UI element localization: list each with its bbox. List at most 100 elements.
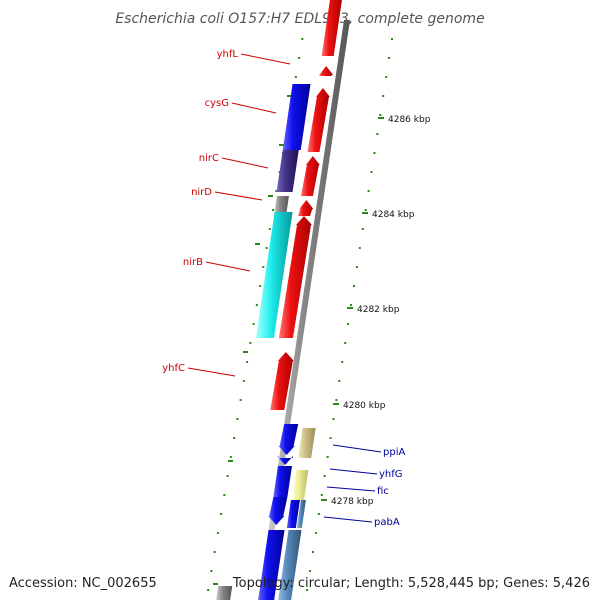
tick-dot [352, 285, 355, 287]
gene-nirB-cyan [255, 212, 293, 338]
gene-ppiA [278, 424, 299, 455]
gene-ppiA-khaki [298, 428, 316, 458]
gene-yhfG [273, 466, 292, 497]
tick-dot [320, 494, 323, 496]
inner-tick [287, 95, 292, 97]
leader-line [187, 367, 236, 377]
scale-tick-label: 4280 kbp [343, 401, 386, 411]
tick-dot [373, 152, 376, 154]
tick-dot [367, 190, 370, 192]
gene-nirC [276, 150, 299, 192]
tick-dot [226, 475, 229, 477]
tick-dot [358, 247, 361, 249]
tick-dot [246, 361, 249, 363]
scale-tick-label: 4284 kbp [372, 210, 415, 220]
scale-tick-label: 4286 kbp [388, 115, 431, 125]
scale-tick-label: 4282 kbp [357, 305, 400, 315]
tick-dot [309, 570, 312, 572]
tick-dot [379, 114, 382, 116]
tick-dot [391, 38, 393, 40]
inner-tick [268, 195, 273, 197]
tick-dot [242, 380, 245, 382]
scale-tick-label: 4278 kbp [331, 497, 374, 507]
tick-dot [317, 513, 320, 515]
inner-tick [213, 583, 218, 585]
gene-label-nirB[interactable]: nirB [183, 257, 203, 268]
tick-dot [385, 76, 388, 78]
tick-dot [210, 570, 213, 572]
forward-gene-labels: yhfL cysG nirC nirD nirB yhfC [162, 49, 238, 374]
reverse-gene-labels: ppiA yhfG fic pabA [374, 447, 405, 528]
gene-yhfC [270, 352, 294, 410]
leader-line [323, 516, 373, 523]
gene-label-pabA[interactable]: pabA [374, 517, 400, 528]
tick-dot [329, 437, 332, 439]
gene-label-fic[interactable]: fic [377, 486, 389, 497]
leader-line [205, 261, 251, 272]
gene-yhfG-yellow [291, 470, 309, 500]
tick-dot [370, 171, 373, 173]
scale-labels: 4286 kbp 4284 kbp 4282 kbp 4280 kbp 4278… [331, 115, 431, 507]
tick-dot [239, 399, 242, 401]
gene-label-yhfL[interactable]: yhfL [217, 49, 239, 60]
gene-label-nirD[interactable]: nirD [191, 187, 212, 198]
leader-line [326, 486, 376, 492]
backbone [258, 20, 350, 600]
tick-dot [361, 228, 364, 230]
leader-line [221, 157, 269, 169]
gene-nirD-gray [273, 196, 289, 216]
gene-label-nirC[interactable]: nirC [199, 153, 219, 164]
inner-tick [243, 351, 248, 353]
tick-dot [338, 380, 341, 382]
tick-dot [344, 342, 347, 344]
tick-dot [382, 95, 385, 97]
inner-tick [228, 460, 233, 462]
tick-dot [311, 551, 314, 553]
inner-tick [279, 144, 284, 146]
gene-blue-bottom [258, 530, 285, 600]
tick-dot [236, 418, 239, 420]
tick-dot [341, 361, 344, 363]
leader-line [240, 53, 291, 65]
tick-dot [233, 437, 236, 439]
gene-label-yhfC[interactable]: yhfC [162, 363, 185, 374]
major-tick [362, 212, 368, 214]
gene-small-blue [277, 456, 294, 465]
leader-line [231, 102, 277, 114]
tick-dot [272, 209, 275, 211]
tick-dot [350, 304, 353, 306]
label-leaders [187, 53, 382, 523]
leader-line [214, 191, 263, 201]
leader-line [329, 468, 378, 475]
tick-dot [207, 589, 210, 591]
tick-dot [347, 323, 350, 325]
tick-dot [220, 513, 223, 515]
map-title: Escherichia coli O157:H7 EDL933, complet… [115, 11, 484, 27]
accession-text: Accession: NC_002655 [9, 576, 157, 591]
tick-dot [216, 532, 219, 534]
tick-dot [355, 266, 358, 268]
gene-label-ppiA[interactable]: ppiA [383, 447, 405, 458]
tick-dot [294, 76, 297, 78]
scale-tick-dots [207, 38, 393, 591]
gene-label-yhfG[interactable]: yhfG [379, 469, 403, 480]
gene-features [216, 0, 342, 600]
tick-dot [298, 57, 301, 59]
tick-dot [332, 418, 335, 420]
tick-dot [275, 190, 278, 192]
gene-label-cysG[interactable]: cysG [205, 98, 229, 109]
tick-dot [249, 342, 252, 344]
tick-dot [255, 304, 258, 306]
tick-dot [223, 494, 226, 496]
major-tick [378, 117, 384, 119]
tick-dot [265, 247, 268, 249]
tick-dot [326, 456, 329, 458]
tick-dot [268, 228, 271, 230]
topology-text: Topology: circular; Length: 5,528,445 bp… [232, 576, 590, 591]
inner-tick [255, 243, 260, 245]
tick-dot [213, 551, 216, 553]
gene-pabA [286, 500, 300, 528]
tick-dot [252, 323, 255, 325]
tick-dot [259, 285, 262, 287]
